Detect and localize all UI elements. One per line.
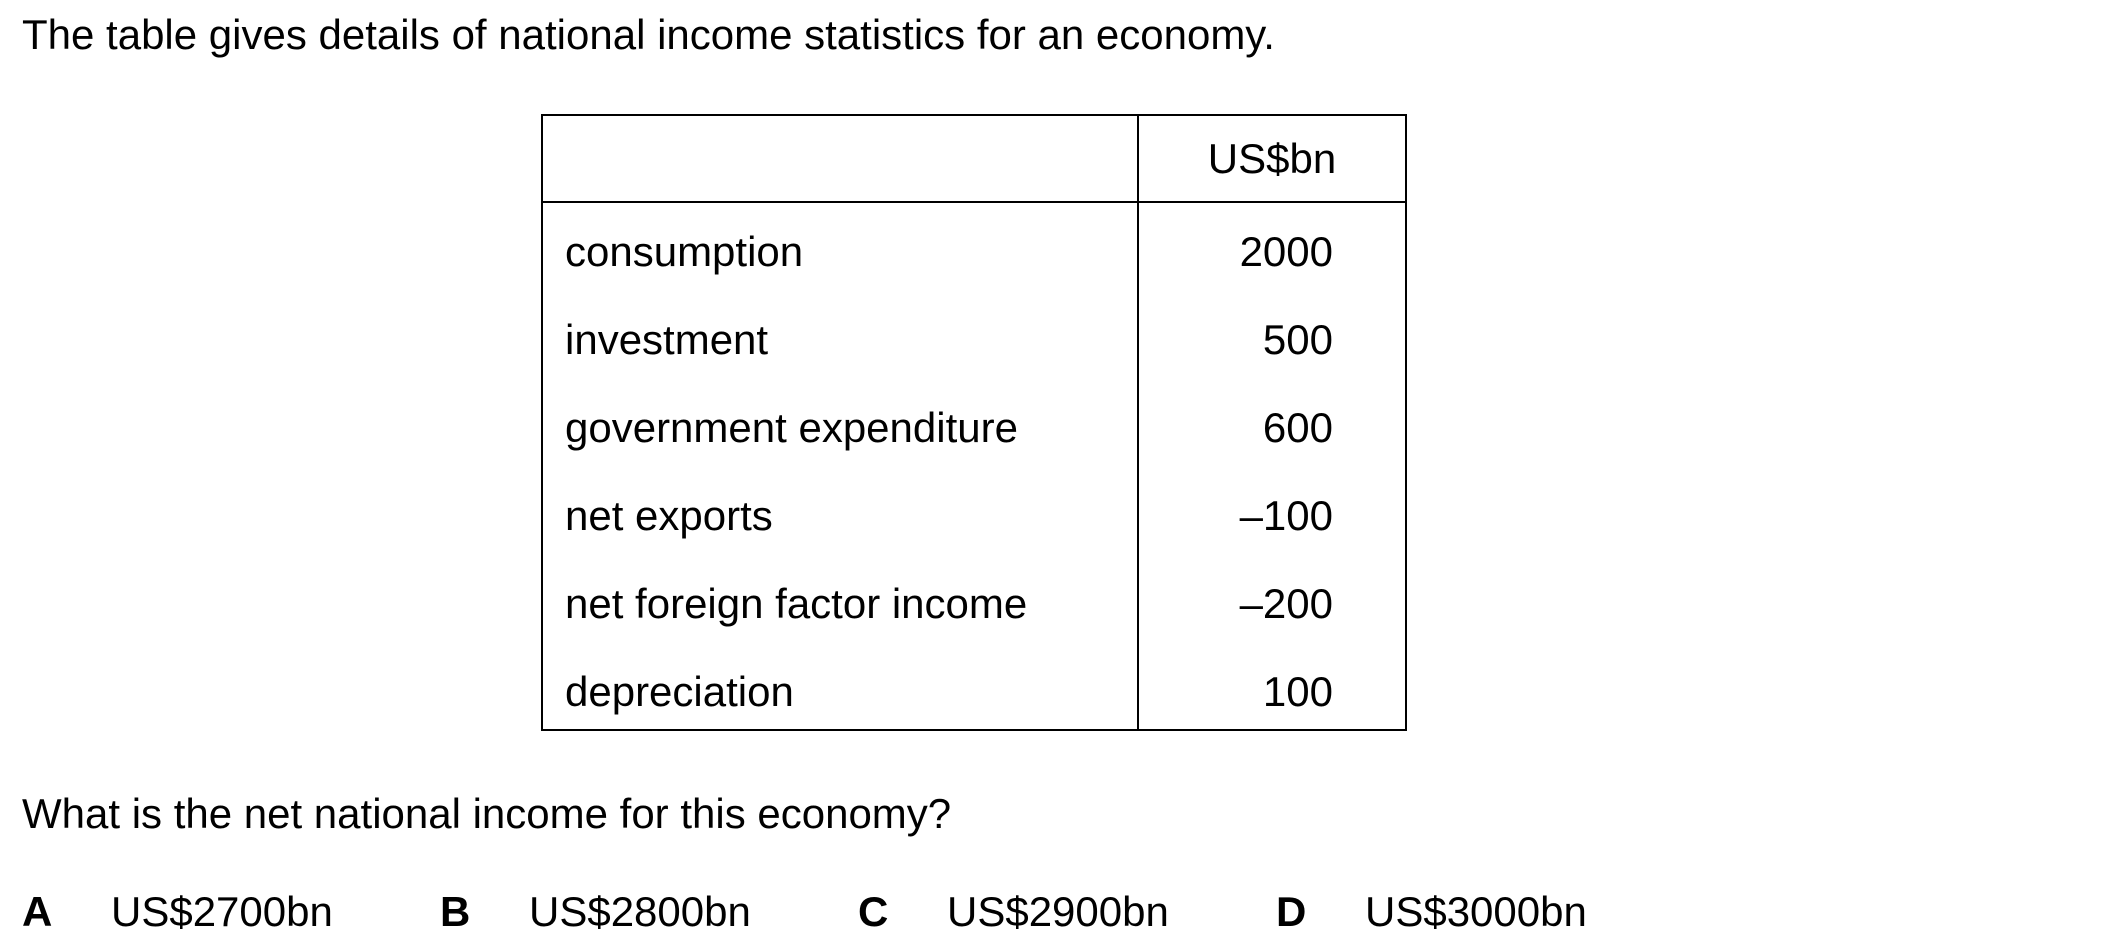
column-divider [1137, 116, 1139, 729]
option-text: US$2800bn [529, 888, 751, 935]
option-text: US$2900bn [947, 888, 1169, 935]
national-income-table: US$bn consumption 2000 investment 500 go… [541, 114, 1407, 731]
unit-header: US$bn [1207, 135, 1337, 182]
option-text: US$2700bn [111, 888, 333, 935]
row-value: 2000 [1239, 228, 1333, 275]
row-value: –200 [1239, 580, 1333, 627]
intro-text: The table gives details of national inco… [22, 11, 1275, 58]
table-body: consumption 2000 investment 500 governme… [543, 203, 1405, 731]
table-row: net foreign factor income –200 [543, 555, 1405, 643]
row-label: investment [565, 316, 769, 363]
row-label: net foreign factor income [565, 580, 1028, 627]
table-row: consumption 2000 [543, 203, 1405, 291]
option-letter: C [858, 888, 889, 935]
option-letter: D [1276, 888, 1307, 935]
option-letter: B [440, 888, 471, 935]
row-label: depreciation [565, 668, 794, 715]
row-value: 600 [1262, 404, 1333, 451]
question-text: What is the net national income for this… [22, 790, 952, 837]
table-row: government expenditure 600 [543, 379, 1405, 467]
table-row: net exports –100 [543, 467, 1405, 555]
table-row: depreciation 100 [543, 643, 1405, 731]
answer-options: A US$2700bn B US$2800bn C US$2900bn D US… [22, 887, 1722, 937]
row-label: consumption [565, 228, 804, 275]
row-label: net exports [565, 492, 773, 539]
option-text: US$3000bn [1365, 888, 1587, 935]
table-row: investment 500 [543, 291, 1405, 379]
row-value: 100 [1262, 668, 1333, 715]
row-value: 500 [1262, 316, 1333, 363]
row-label: government expenditure [565, 404, 1018, 451]
header-divider [543, 201, 1405, 203]
row-value: –100 [1239, 492, 1333, 539]
option-letter: A [22, 888, 53, 935]
